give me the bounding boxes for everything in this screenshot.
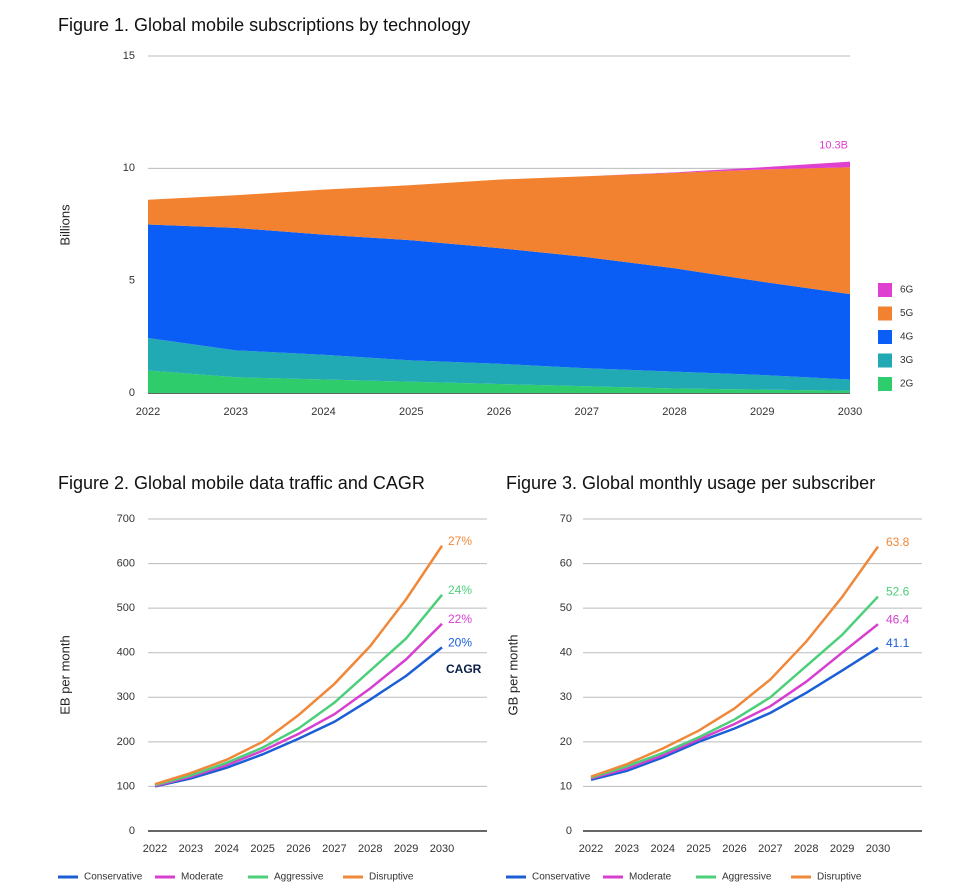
x-tick-label: 2030 (430, 843, 454, 855)
y-tick-label: 30 (560, 691, 572, 703)
x-tick-label: 2022 (143, 843, 167, 855)
y-tick-label: 0 (566, 825, 572, 837)
x-tick-label: 2030 (838, 406, 862, 418)
x-tick-label: 2022 (136, 406, 160, 418)
y-tick-label: 400 (117, 647, 135, 659)
y-tick-label: 60 (560, 557, 572, 569)
x-tick-label: 2024 (311, 406, 335, 418)
x-tick-label: 2027 (575, 406, 599, 418)
area (148, 224, 850, 380)
x-tick-label: 2029 (830, 843, 854, 855)
x-tick-label: 2027 (758, 843, 782, 855)
x-tick-label: 2025 (399, 406, 423, 418)
y-tick-label: 0 (129, 825, 135, 837)
annotation: CAGR (446, 662, 482, 676)
data-label: 63.8 (886, 535, 910, 549)
data-label: 46.4 (886, 612, 910, 626)
chart-title: Figure 3. Global monthly usage per subsc… (506, 473, 875, 493)
x-tick-label: 2028 (358, 843, 382, 855)
y-tick-label: 500 (117, 602, 135, 614)
line (154, 593, 443, 787)
legend-label: Disruptive (369, 872, 414, 883)
legend-label: 6G (900, 285, 914, 296)
legend-label: Conservative (84, 872, 143, 883)
annotation: 10.3B (819, 139, 848, 151)
x-tick-label: 2026 (487, 406, 511, 418)
legend-swatch (878, 283, 892, 297)
x-tick-label: 2026 (286, 843, 310, 855)
end-label: 22% (448, 612, 472, 626)
y-tick-label: 200 (117, 736, 135, 748)
y-tick-label: 50 (560, 602, 572, 614)
x-tick-label: 2025 (686, 843, 710, 855)
y-tick-label: 0 (129, 387, 135, 399)
line (590, 595, 879, 779)
y-tick-label: 10 (560, 780, 572, 792)
line (590, 646, 879, 781)
data-label: 52.6 (886, 585, 910, 599)
x-tick-label: 2024 (651, 843, 675, 855)
y-axis-label: GB per month (505, 635, 520, 716)
x-tick-label: 2029 (750, 406, 774, 418)
legend-swatch (878, 330, 892, 344)
legend-swatch (878, 353, 892, 368)
line (154, 545, 444, 786)
legend-label: Moderate (181, 872, 224, 883)
y-axis-label: EB per month (57, 635, 72, 715)
end-label: 24% (448, 583, 472, 597)
line (154, 646, 443, 788)
legend-swatch (878, 377, 892, 391)
y-tick-label: 100 (117, 780, 135, 792)
x-tick-label: 2024 (215, 843, 239, 855)
y-tick-label: 5 (129, 275, 135, 287)
line (154, 622, 443, 788)
y-tick-label: 20 (560, 736, 572, 748)
legend-swatch (878, 306, 892, 321)
y-tick-label: 40 (560, 647, 572, 659)
x-tick-label: 2023 (179, 843, 203, 855)
y-axis-label: Billions (57, 204, 72, 246)
line (590, 545, 880, 778)
legend-label: Disruptive (817, 872, 862, 883)
end-label: 20% (448, 636, 472, 650)
area (148, 337, 850, 391)
x-tick-label: 2028 (662, 406, 686, 418)
chart-title: Figure 2. Global mobile data traffic and… (58, 473, 425, 493)
area (148, 370, 850, 393)
data-label: 41.1 (886, 636, 910, 650)
end-label: 27% (448, 534, 472, 548)
y-tick-label: 70 (560, 513, 572, 525)
y-tick-label: 10 (123, 162, 135, 174)
x-tick-label: 2025 (250, 843, 274, 855)
legend-label: 2G (900, 379, 914, 390)
y-tick-label: 15 (123, 50, 135, 62)
legend-label: 5G (900, 308, 914, 319)
legend-label: 4G (900, 332, 914, 343)
x-tick-label: 2030 (866, 843, 890, 855)
legend-label: Aggressive (274, 872, 324, 883)
y-tick-label: 300 (117, 691, 135, 703)
chart-title: Figure 1. Global mobile subscriptions by… (58, 15, 470, 35)
x-tick-label: 2028 (794, 843, 818, 855)
x-tick-label: 2023 (615, 843, 639, 855)
legend-label: Aggressive (722, 872, 772, 883)
area (148, 167, 850, 295)
legend-label: 3G (900, 355, 914, 366)
x-tick-label: 2023 (224, 406, 248, 418)
legend-label: Conservative (532, 872, 591, 883)
x-tick-label: 2029 (394, 843, 418, 855)
y-tick-label: 700 (117, 513, 135, 525)
x-tick-label: 2027 (322, 843, 346, 855)
x-tick-label: 2022 (579, 843, 603, 855)
line (590, 623, 879, 780)
y-tick-label: 600 (117, 557, 135, 569)
x-tick-label: 2026 (722, 843, 746, 855)
legend-label: Moderate (629, 872, 672, 883)
